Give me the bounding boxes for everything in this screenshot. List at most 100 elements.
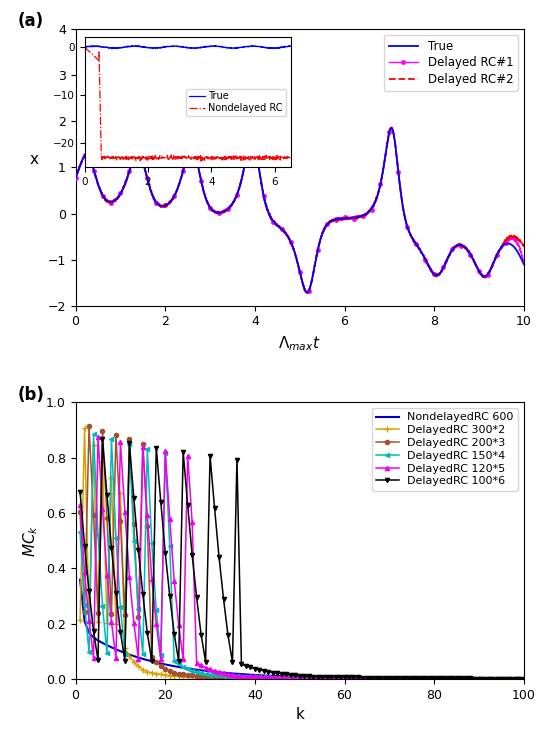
DelayedRC 300*2 <box>503 675 509 683</box>
DelayedRC 200*3 <box>310 675 316 683</box>
NondelayedRC 600 <box>77 575 83 584</box>
Line: DelayedRC 120*5: DelayedRC 120*5 <box>78 435 526 681</box>
DelayedRC 300*2 <box>346 675 352 683</box>
DelayedRC 100*6 <box>521 675 527 683</box>
DelayedRC 100*6 <box>184 500 191 509</box>
NondelayedRC 600 <box>162 660 168 669</box>
True <box>304 288 310 297</box>
True <box>512 244 518 253</box>
DelayedRC 100*6 <box>346 673 352 682</box>
Line: True: True <box>76 128 524 293</box>
DelayedRC 150*4 <box>346 675 352 683</box>
Legend: True, Delayed RC#1, Delayed RC#2: True, Delayed RC#1, Delayed RC#2 <box>384 35 518 91</box>
Delayed RC#2 <box>72 174 79 182</box>
NondelayedRC 600 <box>498 675 504 683</box>
DelayedRC 100*6 <box>489 675 496 683</box>
Line: DelayedRC 200*3: DelayedRC 200*3 <box>78 424 526 681</box>
DelayedRC 150*4 <box>90 430 97 439</box>
Line: Delayed RC#2: Delayed RC#2 <box>76 128 524 293</box>
Delayed RC#2 <box>264 204 270 213</box>
Delayed RC#1 <box>305 288 312 297</box>
Y-axis label: $MC_k$: $MC_k$ <box>22 525 40 557</box>
DelayedRC 300*2 <box>184 672 191 681</box>
DelayedRC 150*4 <box>77 528 83 537</box>
DelayedRC 120*5 <box>77 501 83 510</box>
Delayed RC#1 <box>512 237 518 246</box>
Delayed RC#1 <box>72 174 79 182</box>
DelayedRC 150*4 <box>503 675 509 683</box>
DelayedRC 150*4 <box>184 664 191 673</box>
Delayed RC#1 <box>521 256 527 265</box>
Delayed RC#2 <box>388 123 395 132</box>
Delayed RC#2 <box>304 288 310 297</box>
X-axis label: k: k <box>295 707 304 722</box>
Delayed RC#1 <box>264 204 270 212</box>
Delayed RC#1 <box>124 175 130 184</box>
DelayedRC 200*3 <box>503 675 509 683</box>
DelayedRC 200*3 <box>166 666 173 675</box>
Line: DelayedRC 300*2: DelayedRC 300*2 <box>77 425 527 683</box>
NondelayedRC 600 <box>485 675 491 683</box>
Line: DelayedRC 150*4: DelayedRC 150*4 <box>78 432 526 681</box>
DelayedRC 100*6 <box>77 488 83 496</box>
True <box>521 260 527 269</box>
True <box>150 193 157 201</box>
DelayedRC 200*3 <box>489 675 496 683</box>
DelayedRC 150*4 <box>521 675 527 683</box>
True <box>388 123 395 132</box>
True <box>264 204 270 212</box>
Delayed RC#2 <box>512 232 518 241</box>
Delayed RC#1 <box>388 123 394 132</box>
DelayedRC 300*2 <box>489 675 496 683</box>
DelayedRC 300*2 <box>521 675 527 683</box>
Delayed RC#2 <box>124 175 130 184</box>
Legend: NondelayedRC 600, DelayedRC 300*2, DelayedRC 200*3, DelayedRC 150*4, DelayedRC 1: NondelayedRC 600, DelayedRC 300*2, Delay… <box>372 408 518 491</box>
DelayedRC 120*5 <box>489 675 496 683</box>
DelayedRC 150*4 <box>310 674 316 683</box>
Line: NondelayedRC 600: NondelayedRC 600 <box>80 580 524 679</box>
Delayed RC#1 <box>150 193 157 202</box>
DelayedRC 300*2 <box>310 675 316 683</box>
DelayedRC 100*6 <box>310 672 316 681</box>
NondelayedRC 600 <box>306 673 312 682</box>
DelayedRC 150*4 <box>489 675 496 683</box>
DelayedRC 100*6 <box>99 435 106 444</box>
DelayedRC 120*5 <box>346 674 352 683</box>
DelayedRC 200*3 <box>521 675 527 683</box>
Text: (b): (b) <box>17 385 44 404</box>
DelayedRC 200*3 <box>77 507 83 516</box>
True <box>464 245 470 254</box>
DelayedRC 200*3 <box>184 670 191 679</box>
DelayedRC 100*6 <box>503 675 509 683</box>
Delayed RC#2 <box>464 245 470 253</box>
DelayedRC 150*4 <box>166 542 173 550</box>
Delayed RC#2 <box>244 149 251 158</box>
DelayedRC 300*2 <box>166 671 173 680</box>
Text: (a): (a) <box>17 12 43 31</box>
DelayedRC 300*2 <box>77 616 83 625</box>
Line: DelayedRC 100*6: DelayedRC 100*6 <box>78 437 526 681</box>
DelayedRC 120*5 <box>184 451 191 460</box>
True <box>124 175 130 184</box>
DelayedRC 120*5 <box>521 675 527 683</box>
DelayedRC 120*5 <box>166 514 173 523</box>
Delayed RC#2 <box>150 192 157 201</box>
DelayedRC 300*2 <box>82 424 88 433</box>
Delayed RC#2 <box>521 242 527 250</box>
DelayedRC 200*3 <box>346 675 352 683</box>
X-axis label: $\Lambda_{max}t$: $\Lambda_{max}t$ <box>278 334 321 353</box>
Delayed RC#1 <box>464 246 470 255</box>
Line: Delayed RC#1: Delayed RC#1 <box>74 126 525 295</box>
DelayedRC 120*5 <box>310 674 316 683</box>
DelayedRC 200*3 <box>86 422 92 431</box>
True <box>72 174 79 182</box>
NondelayedRC 600 <box>341 674 348 683</box>
NondelayedRC 600 <box>521 675 527 683</box>
NondelayedRC 600 <box>180 664 186 672</box>
Delayed RC#1 <box>244 149 251 158</box>
DelayedRC 120*5 <box>503 675 509 683</box>
True <box>244 147 251 156</box>
DelayedRC 120*5 <box>95 433 102 442</box>
Y-axis label: x: x <box>29 153 38 167</box>
DelayedRC 100*6 <box>166 591 173 600</box>
